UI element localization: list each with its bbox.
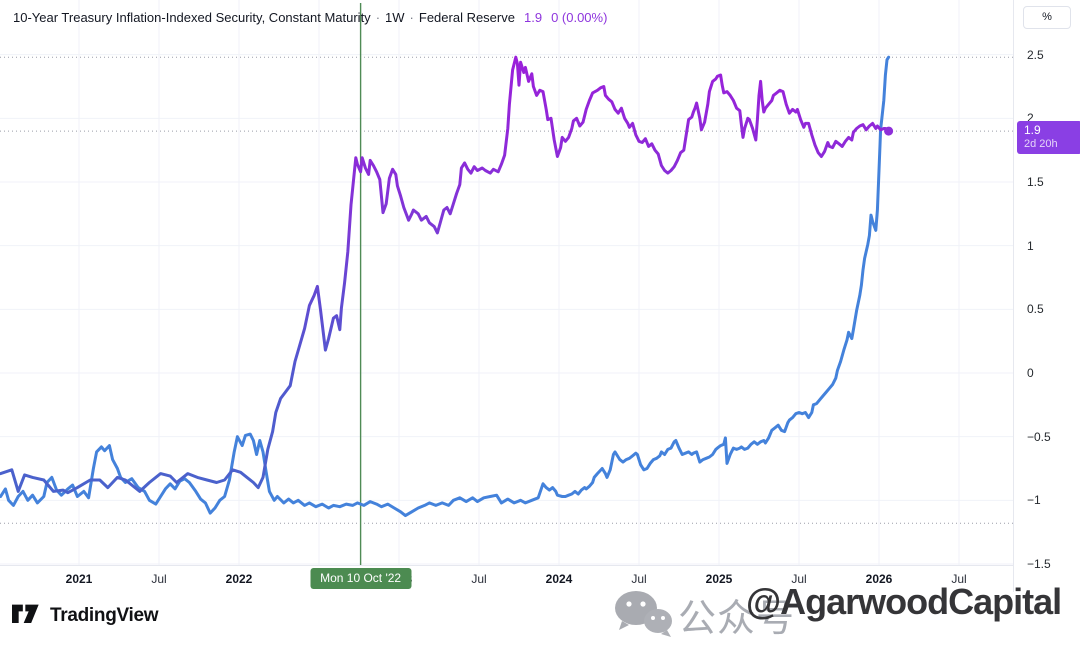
price-axis-label: 2.5 [1027,47,1044,62]
time-axis-label: Jul [631,572,647,586]
price-axis[interactable]: % 1.9 2d 20h 2.5 2 1.5 1 0.5 0 −0.5 −1 −1.5 [1013,0,1080,592]
time-axis-label: 2024 [545,572,573,586]
footer-bar: TradingView 公众号 @AgarwoodCapital [0,581,1080,646]
price-axis-label: 0.5 [1027,302,1044,317]
bar-countdown: 2d 20h [1024,138,1058,151]
time-axis-label: 2025 [705,572,733,586]
symbol-title: 10-Year Treasury Inflation-Indexed Secur… [13,10,371,25]
tradingview-brand-text: TradingView [50,604,159,626]
tradingview-attribution[interactable]: TradingView [12,603,159,628]
compare-series-line[interactable] [0,55,891,518]
watermark-cjk-text: 公众号 [678,598,796,640]
price-axis-label: 1 [1027,238,1034,253]
price-axis-label: −1 [1027,493,1041,508]
time-axis-label: 2026 [865,572,893,586]
source-label: Federal Reserve [418,10,515,25]
interval-label[interactable]: 1W [385,10,405,25]
last-price-badge: 1.9 2d 20h [1017,121,1080,155]
price-axis-label: −1.5 [1027,556,1051,571]
tradingview-logo-icon [12,604,39,623]
main-series-line[interactable] [0,55,891,495]
price-axis-label: 2 [1027,111,1034,126]
event-date-badge: Mon 10 Oct '22 [310,568,412,589]
main-series-last-point-dot [884,126,894,136]
time-axis-label: 2021 [65,572,93,586]
watermark-handle-text: @AgarwoodCapital [746,581,1062,622]
wechat-icon [615,591,672,637]
separator-dot: · [375,10,381,25]
time-axis-label: Jul [471,572,487,586]
time-axis-label: Jul [791,572,807,586]
price-scale-unit-button[interactable]: % [1023,6,1071,29]
price-axis-label: −0.5 [1027,429,1051,444]
price-axis-label: 0 [1027,366,1034,380]
price-axis-label: 1.5 [1027,175,1044,189]
last-price-badge-value: 1.9 [1024,123,1041,138]
symbol-header: 10-Year Treasury Inflation-Indexed Secur… [13,10,607,25]
separator-dot: · [409,10,414,25]
time-axis-label: Jul [151,572,167,586]
time-axis-label: Jul [951,572,967,586]
last-price-value: 1.9 [523,10,543,25]
time-axis-label: 2022 [225,572,253,586]
price-change: 0 (0.00%) [551,10,608,25]
time-axis[interactable]: Mon 10 Oct '22 2021Jul2022Jul2023Jul2024… [0,565,1013,594]
